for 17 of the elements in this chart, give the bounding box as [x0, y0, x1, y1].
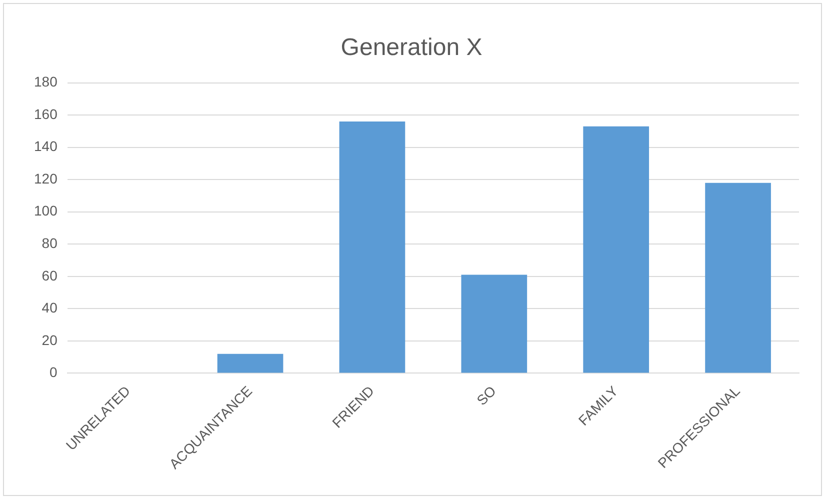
y-tick-label: 140: [34, 138, 58, 154]
y-tick-label: 120: [34, 170, 58, 186]
y-tick-label: 100: [34, 202, 58, 219]
bar: [339, 122, 406, 373]
bar: [217, 354, 284, 373]
y-tick-label: 0: [50, 364, 58, 380]
bar: [583, 126, 650, 373]
bar: [705, 182, 771, 373]
x-tick-label: SO: [473, 382, 500, 408]
y-tick-label: 80: [42, 234, 58, 251]
y-tick-label: 40: [42, 300, 58, 316]
y-tick-label: 20: [42, 332, 58, 348]
bar: [461, 274, 528, 373]
chart-title: Generation X: [340, 34, 482, 62]
y-tick-label: 60: [42, 267, 58, 284]
y-tick-label: 160: [34, 106, 58, 122]
y-tick-label: 180: [34, 74, 58, 90]
